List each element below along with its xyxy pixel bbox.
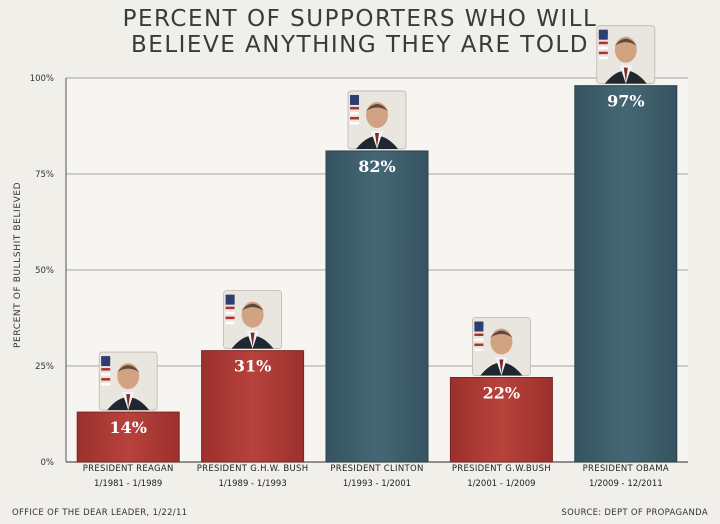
y-tick-label-75: 75% [35, 170, 54, 180]
category-dates-1: 1/1981 - 1/1989 [94, 479, 162, 489]
bar-value-label-3: 82% [358, 157, 395, 176]
bar-5 [574, 85, 678, 463]
y-tick-label-100: 100% [30, 74, 54, 84]
reagan-portrait [98, 351, 158, 411]
bar-1 [76, 411, 180, 463]
bar-value-label-4: 22% [483, 384, 520, 403]
clinton-portrait [347, 90, 407, 150]
footer-left-credit: OFFICE OF THE DEAR LEADER, 1/22/11 [12, 508, 188, 518]
bar-value-label-5: 97% [607, 92, 644, 111]
bar-group-2: 31% [201, 290, 305, 463]
category-dates-2: 1/1989 - 1/1993 [218, 479, 286, 489]
category-label-1: PRESIDENT REAGAN [83, 464, 174, 474]
chart-title: PERCENT OF SUPPORTERS WHO WILL BELIEVE A… [0, 6, 720, 58]
bar-group-5: 97% [574, 25, 678, 463]
bar-2 [201, 350, 305, 463]
bar-value-label-2: 31% [234, 357, 271, 376]
bar-value-label-1: 14% [109, 418, 146, 437]
bar-4 [449, 377, 553, 463]
bar-group-3: 82% [325, 90, 429, 463]
y-ticks: 0% 25% 50% 75% 100% [30, 74, 54, 468]
category-dates-3: 1/1993 - 1/2001 [343, 479, 411, 489]
category-dates-5: 1/2009 - 12/2011 [589, 479, 663, 489]
title-line-2: BELIEVE ANYTHING THEY ARE TOLD [131, 32, 589, 58]
obama-portrait [596, 25, 656, 85]
category-label-2: PRESIDENT G.H.W. BUSH [197, 464, 309, 474]
bars: 14% 31% 82% 22% 97% [76, 25, 678, 463]
category-dates-4: 1/2001 - 1/2009 [467, 479, 535, 489]
title-line-1: PERCENT OF SUPPORTERS WHO WILL [122, 6, 598, 32]
category-label-5: PRESIDENT OBAMA [583, 464, 669, 474]
y-tick-label-50: 50% [35, 266, 54, 276]
category-labels: PRESIDENT REAGAN 1/1981 - 1/1989 PRESIDENT… [83, 464, 669, 489]
hw-bush-portrait [223, 290, 283, 350]
y-tick-label-0: 0% [41, 458, 55, 468]
gw-bush-portrait [471, 317, 531, 376]
footer-source: SOURCE: DEPT OF PROPAGANDA [561, 508, 708, 518]
category-label-3: PRESIDENT CLINTON [330, 464, 423, 474]
bar-3 [325, 150, 429, 463]
y-tick-label-25: 25% [35, 362, 54, 372]
category-label-4: PRESIDENT G.W.BUSH [452, 464, 551, 474]
bar-group-4: 22% [449, 317, 553, 463]
bar-group-1: 14% [76, 351, 180, 463]
